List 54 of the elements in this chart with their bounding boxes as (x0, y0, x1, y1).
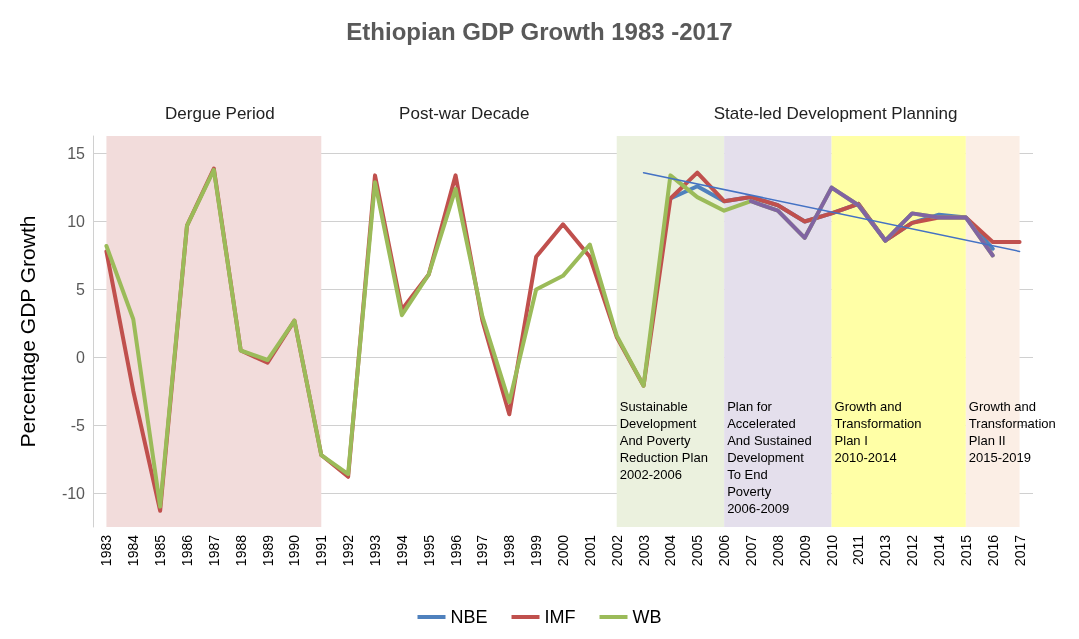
x-tick-label: 2010 (823, 534, 840, 567)
band-label: Growth and Transformation Plan I 2010-2014 (834, 398, 922, 465)
x-tick-label: 1984 (125, 534, 142, 567)
x-tick-label: 1995 (420, 534, 437, 567)
chart-title: Ethiopian GDP Growth 1983 -2017 (346, 17, 733, 45)
line-series (749, 185, 995, 258)
x-tick-label: 1999 (528, 534, 545, 567)
x-tick-label: 2011 (850, 534, 867, 566)
legend-label: NBE (450, 607, 488, 627)
x-tick-label: 1990 (286, 534, 303, 567)
y-tick-label: 15 (67, 145, 86, 163)
y-axis-title: Percentage GDP Growth (16, 215, 39, 448)
y-tick-label: 10 (67, 213, 86, 231)
x-tick-label: 1996 (447, 534, 464, 567)
x-tick-label: 2017 (1011, 534, 1028, 567)
x-tick-label: 1989 (259, 534, 276, 567)
x-tick-label: 2005 (689, 534, 706, 567)
band-label: Growth and Transformation Plan II 2015-2019 (968, 398, 1056, 465)
x-tick-label: 2007 (743, 534, 759, 567)
x-tick-label: 1992 (340, 534, 357, 567)
band-label: Plan for Accelerated And Sustained Development To End Poverty 2006-2009 (727, 398, 812, 516)
y-tick-label: -5 (70, 416, 86, 434)
legend-label: IMF (544, 607, 576, 627)
band-label: Sustainable Development And Poverty Reduction Plan 2002-2006 (619, 398, 708, 482)
x-tick-label: 2013 (877, 534, 894, 567)
x-tick-label: 2001 (581, 534, 598, 567)
x-tick-label: 1994 (393, 534, 410, 567)
x-tick-label: 1987 (205, 534, 222, 567)
text: Dergue Period (165, 104, 275, 123)
x-tick-label: 2003 (635, 534, 652, 567)
x-tick-label: 1998 (501, 534, 518, 567)
x-tick-label: 2000 (555, 534, 571, 567)
legend-label: WB (632, 607, 662, 627)
x-tick-label: 2015 (957, 534, 974, 567)
x-tick-label: 1983 (98, 534, 115, 567)
x-tick-label: 2004 (662, 534, 679, 567)
x-tick-label: 2009 (796, 534, 813, 567)
x-tick-label: 1991 (313, 534, 330, 567)
x-tick-label: 2016 (984, 534, 1001, 567)
y-tick-label: 0 (76, 348, 86, 366)
text: State-led Development Planning (713, 104, 958, 123)
y-tick-label: 5 (76, 280, 86, 298)
x-tick-label: 1985 (152, 534, 169, 567)
x-tick-label: 1993 (367, 534, 383, 567)
x-tick-label: 2006 (716, 534, 733, 567)
x-tick-label: 1988 (232, 534, 249, 567)
x-tick-label: 2008 (769, 534, 786, 567)
x-tick-label: 2014 (931, 534, 947, 567)
text: Post-war Decade (399, 104, 530, 123)
y-tick-label: -10 (61, 484, 86, 502)
x-tick-label: 1986 (179, 534, 195, 567)
x-tick-label: 2012 (904, 534, 921, 567)
x-tick-label: 1997 (474, 534, 491, 567)
x-tick-label: 2002 (608, 534, 625, 567)
